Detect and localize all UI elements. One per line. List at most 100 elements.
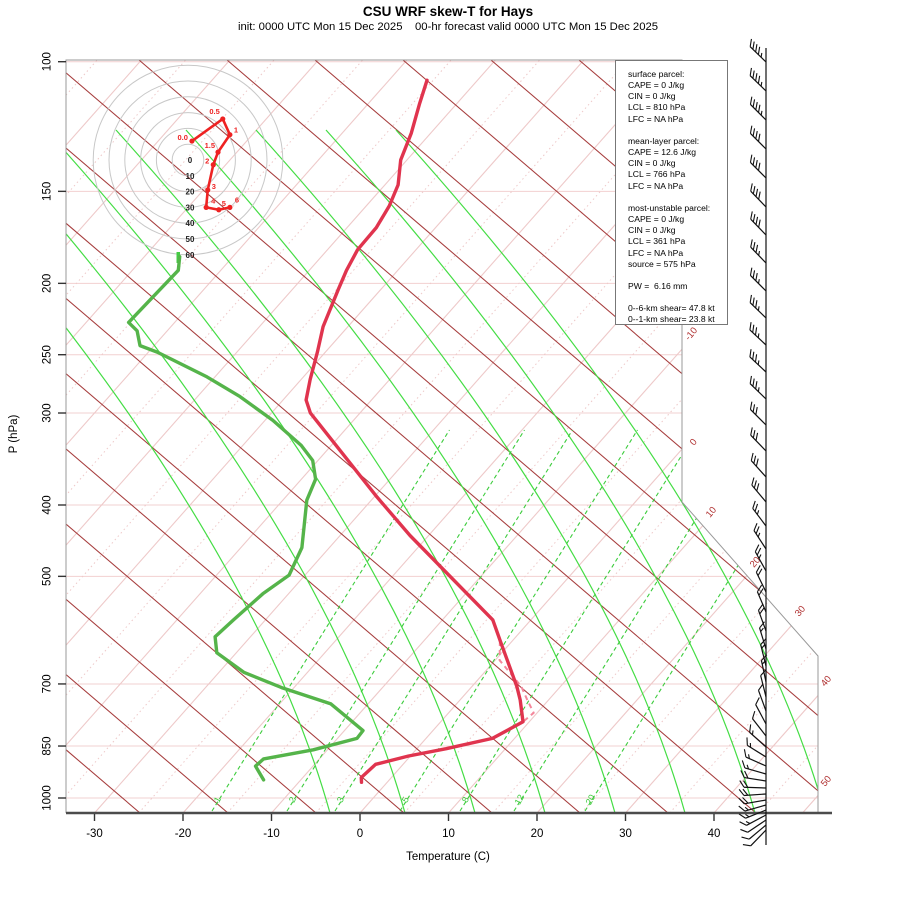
- hodograph-ring: [92, 64, 284, 256]
- info-line: CIN = 0 J/kg: [628, 225, 676, 236]
- isotherm-line: [713, 60, 818, 813]
- wind-barb: [760, 638, 767, 667]
- isotherm-line: [0, 60, 53, 813]
- dry-adiabat-line: [66, 60, 818, 813]
- info-line: LFC = NA hPa: [628, 247, 684, 258]
- info-line: CAPE = 0 J/kg: [628, 214, 685, 225]
- isotherm-line: [66, 60, 142, 813]
- x-axis-tick-label: 0: [357, 828, 363, 840]
- moist-adiabat-curve: [66, 129, 331, 813]
- isotherm-line: [66, 60, 408, 813]
- dry-adiabat-line: [66, 60, 317, 813]
- hodograph-ring-label: 20: [186, 188, 195, 197]
- dry-adiabat-line: [66, 60, 757, 813]
- hodograph-km-label: 2: [205, 157, 209, 166]
- mixing-ratio-line: [334, 429, 573, 812]
- hodograph-point: [215, 149, 221, 155]
- dry-adiabat-line: [66, 60, 229, 813]
- mixing-ratio-line: [513, 429, 752, 812]
- isotherm-line-dotted: [492, 60, 818, 813]
- isotherm-line-dotted: [66, 60, 541, 813]
- info-line: CAPE = 12.6 J/kg: [628, 147, 697, 158]
- wind-barb: [755, 565, 767, 593]
- isotherm-line-dotted: [580, 60, 818, 813]
- isotherm-line-dotted: [66, 60, 364, 813]
- isotherm-line-dotted: [757, 60, 818, 813]
- dry-adiabat-line: [66, 60, 669, 813]
- hodograph-point: [216, 207, 222, 213]
- y-axis-tick-label: 400: [42, 495, 54, 514]
- wind-barb: [738, 809, 767, 819]
- wind-barb: [751, 710, 767, 737]
- isotherm-line: [66, 60, 673, 813]
- info-line: CIN = 0 J/kg: [628, 158, 676, 169]
- wind-barb: [746, 737, 767, 758]
- wind-barb: [750, 211, 767, 236]
- isotherm-line-dotted: [66, 60, 98, 813]
- hodograph-point: [220, 116, 226, 122]
- wind-barb: [739, 780, 767, 789]
- x-axis-tick-label: -30: [86, 828, 103, 840]
- hodograph-ring-label: 40: [186, 219, 195, 228]
- hodograph-point: [227, 204, 233, 210]
- wind-barb: [750, 239, 767, 264]
- info-line: mean-layer parcel:: [628, 135, 700, 146]
- isotherm-label: 0: [688, 437, 700, 448]
- hodograph-km-label: 4: [211, 196, 216, 205]
- dry-adiabat-line: [138, 60, 818, 813]
- wind-barb: [749, 67, 767, 92]
- dry-adiabat-line: [402, 60, 818, 813]
- hodograph-ring: [155, 127, 221, 193]
- mixing-ratio-label: 8: [460, 795, 471, 804]
- wind-barb: [757, 603, 767, 632]
- hodograph-km-label: 6: [235, 195, 239, 204]
- info-line: LCL = 810 hPa: [628, 102, 686, 113]
- isotherm-label: 10: [704, 505, 719, 520]
- mixing-ratio-label: 2: [287, 795, 298, 804]
- wind-barb: [741, 760, 767, 775]
- info-line: 0--6-km shear= 47.8 kt: [628, 303, 715, 314]
- wind-barb: [760, 669, 767, 698]
- x-axis-tick-label: 20: [531, 828, 544, 840]
- isotherm-line: [536, 60, 818, 813]
- hodograph-ring-label: 30: [186, 203, 195, 212]
- isotherm-line: [66, 60, 496, 813]
- isotherm-line-dotted: [66, 60, 452, 813]
- isotherm-line-dotted: [403, 60, 818, 813]
- y-axis-tick-label: 1000: [42, 785, 54, 811]
- isotherm-line-dotted: [315, 60, 818, 813]
- dewpoint-curve: [126, 255, 365, 782]
- info-line: CAPE = 0 J/kg: [628, 80, 685, 91]
- info-line: LCL = 766 hPa: [628, 169, 686, 180]
- dry-adiabat-line: [66, 60, 405, 813]
- y-axis-tick-label: 700: [42, 674, 54, 693]
- hodograph-km-label: 0.0: [178, 133, 188, 142]
- mixing-ratio-label: 1: [212, 795, 223, 804]
- wind-barb: [743, 749, 767, 767]
- moist-adiabat-curve: [185, 129, 616, 813]
- y-axis-tick-label: 500: [42, 567, 54, 586]
- isotherm-line: [271, 60, 818, 813]
- isotherm-line-dotted: [66, 60, 629, 813]
- isotherm-line: [802, 60, 818, 813]
- parcel-info-box: surface parcel: CAPE = 0 J/kg CIN = 0 J/kg…: [615, 60, 728, 325]
- hodograph-ring-label: 0: [188, 156, 193, 165]
- isotherm-line-dotted: [66, 60, 718, 813]
- info-line: most-unstable parcel:: [628, 202, 711, 213]
- isotherm-line: [66, 60, 231, 813]
- dry-adiabat-line: [66, 60, 141, 813]
- info-line: LFC = NA hPa: [628, 180, 684, 191]
- isotherm-label: -10: [683, 325, 700, 343]
- hodograph-point: [203, 204, 209, 210]
- chart-subtitle: init: 0000 UTC Mon 15 Dec 2025 00-hr for…: [237, 21, 659, 33]
- isotherm-line-dotted: [66, 60, 275, 813]
- hodograph-ring-label: 10: [186, 172, 195, 181]
- wind-barb: [749, 125, 767, 150]
- wind-barb: [749, 96, 767, 121]
- isotherm-label: 30: [793, 604, 808, 619]
- info-line: [628, 270, 723, 281]
- x-axis-tick-label: 40: [708, 828, 721, 840]
- mixing-ratio-labels: 1 2 3 5 8 12 20: [212, 793, 597, 807]
- info-line: LFC = NA hPa: [628, 113, 684, 124]
